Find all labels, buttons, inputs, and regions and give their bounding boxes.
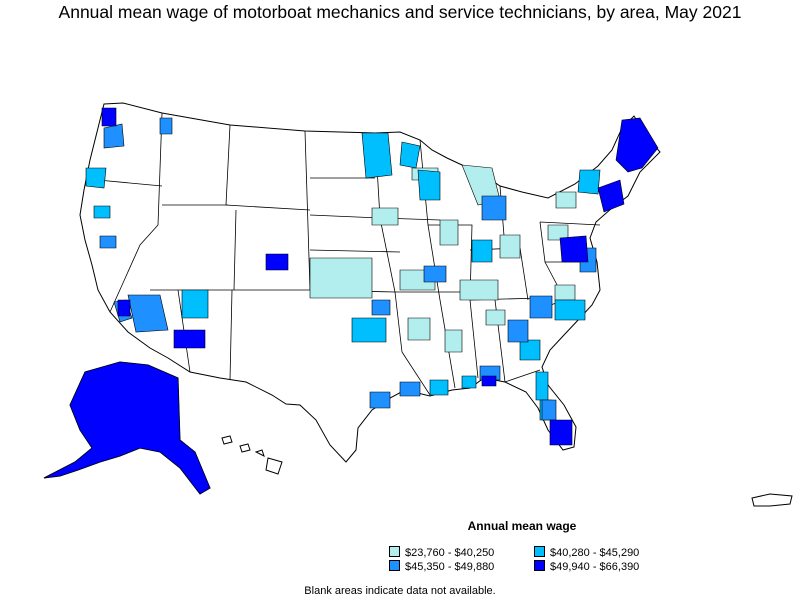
- florida-south-area: [541, 399, 557, 421]
- arkansas-area: [407, 317, 431, 341]
- south-carolina-area: [507, 319, 529, 343]
- california-bay-area: [99, 235, 117, 249]
- legend-label-tier4: $49,940 - $66,390: [550, 561, 640, 573]
- virginia-area: [554, 284, 576, 301]
- california-south-area: [117, 299, 131, 317]
- oklahoma-area: [351, 317, 387, 343]
- tier2-areas: [85, 132, 601, 421]
- iowa-area: [371, 207, 399, 226]
- missouri-east-area: [423, 265, 447, 283]
- maine-area: [615, 117, 659, 173]
- alaska-area: [43, 361, 211, 495]
- new-england-coast-area: [597, 179, 625, 213]
- minnesota-arrowhead-area: [399, 141, 421, 169]
- legend-label-tier2: $40,280 - $45,290: [550, 547, 640, 559]
- legend-item-tier2: $40,280 - $45,290: [534, 546, 639, 560]
- north-carolina-west-area: [529, 295, 553, 319]
- new-york-area: [577, 169, 601, 195]
- puerto-rico-outline: [751, 493, 793, 507]
- hawaii-outline: [221, 435, 283, 475]
- wisconsin-area: [417, 169, 441, 201]
- kentucky-area: [459, 279, 499, 301]
- oregon-coast-area: [85, 167, 107, 189]
- legend-label-tier3: $45,350 - $49,880: [405, 561, 495, 573]
- legend-title: Annual mean wage: [467, 519, 577, 533]
- florida-east-area: [535, 371, 549, 401]
- oklahoma-east-area: [371, 299, 391, 316]
- legend-swatch-tier3: [389, 560, 400, 571]
- puget-sound-area: [103, 123, 125, 149]
- legend-label-tier1: $23,760 - $40,250: [405, 547, 495, 559]
- nevada-area: [93, 205, 111, 219]
- colorado-area: [265, 253, 289, 271]
- legend-item-tier4: $49,940 - $66,390: [534, 560, 639, 574]
- arizona-area: [127, 294, 169, 333]
- illinois-area: [439, 219, 459, 246]
- arizona-south-area: [173, 329, 206, 349]
- tier4-areas: [43, 107, 659, 495]
- legend-item-tier1: $23,760 - $40,250: [389, 546, 494, 560]
- map-title: Annual mean wage of motorboat mechanics …: [58, 2, 742, 22]
- chesapeake-area: [559, 235, 589, 263]
- minnesota-north-area: [361, 132, 393, 179]
- texas-coast-area: [369, 391, 391, 409]
- legend-swatch-tier4: [534, 560, 545, 571]
- florida-southwest-area: [549, 419, 573, 446]
- gulf-coast-area: [429, 379, 449, 396]
- washington-coast-area: [101, 107, 117, 127]
- kansas-nonmetro-area: [309, 257, 373, 299]
- georgia-area: [519, 339, 541, 361]
- indiana-area: [471, 239, 493, 263]
- tier3-areas: [99, 117, 597, 421]
- louisiana-area: [399, 381, 421, 397]
- gulf-mississippi-area: [461, 375, 477, 389]
- ohio-area: [499, 234, 521, 259]
- mississippi-area: [444, 329, 463, 353]
- tennessee-area: [485, 309, 506, 326]
- upstate-ny-area: [555, 191, 577, 209]
- legend-swatch-tier1: [389, 546, 400, 557]
- north-carolina-area: [554, 299, 586, 321]
- footnote: Blank areas indicate data not available.: [304, 585, 496, 597]
- idaho-area: [159, 117, 173, 135]
- legend-item-tier3: $45,350 - $49,880: [389, 560, 494, 574]
- legend-swatch-tier2: [534, 546, 545, 557]
- michigan-south-area: [481, 195, 507, 221]
- new-mexico-area: [181, 289, 209, 319]
- gulf-alabama-area: [481, 375, 497, 387]
- wage-areas: [43, 107, 659, 495]
